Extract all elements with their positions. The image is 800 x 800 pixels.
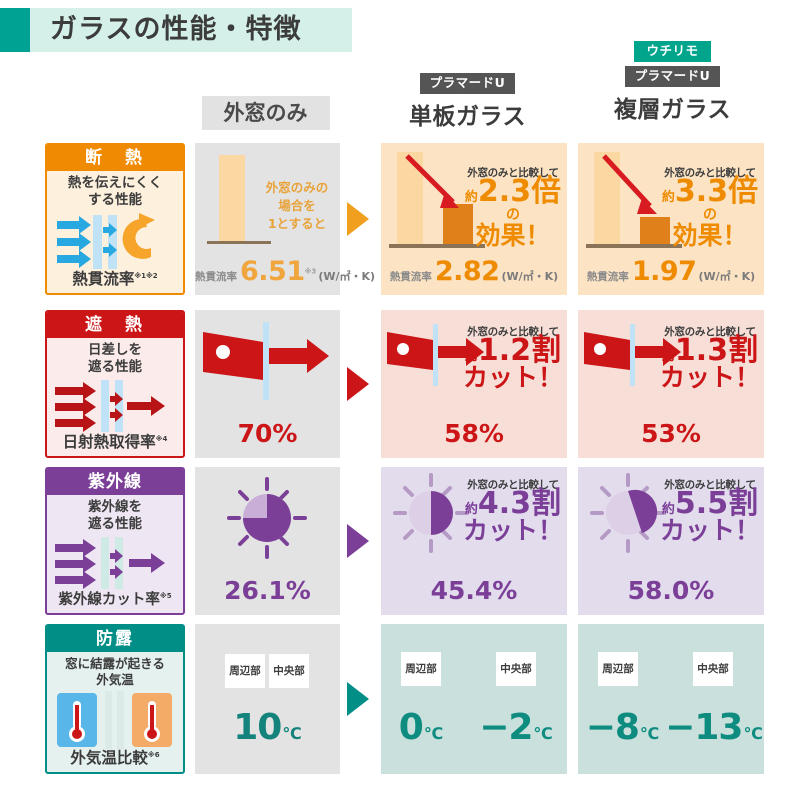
row-label-uv-head: 紫外線	[47, 469, 183, 495]
compare-label-shading-double: 外窓のみと比較して	[664, 326, 756, 338]
row-label-uv-desc-2: 遮る性能	[88, 515, 142, 532]
effect-insulation-double: 約3.3倍の 効果！	[661, 174, 759, 251]
row-label-dew-desc-2: 外気温	[96, 671, 134, 687]
pct-shading-single: 58%	[444, 419, 504, 448]
title-text: ガラスの性能・特徴	[50, 14, 302, 45]
effect-insulation-single: 約2.3倍の 効果！	[464, 174, 562, 251]
solar-heat-icon	[47, 378, 183, 440]
temp-center-double: −13℃	[665, 707, 763, 748]
title-background	[30, 8, 352, 52]
column-header-single-label: 単板ガラス	[408, 103, 527, 130]
row-label-uv-desc-1: 紫外線を	[88, 499, 142, 515]
column-tag-pramado-u-double: プラマードU	[624, 65, 721, 87]
effect-shading-single: 約1.2割 カット！	[462, 333, 563, 393]
pct-shading-double: 53%	[641, 419, 701, 448]
compare-label-shading-single: 外窓のみと比較して	[467, 326, 559, 338]
cell-insulation-outer-only: 外窓のみの 場合を 1とすると 熱貫流率 6.51※3 (W/㎡・K)	[195, 143, 376, 295]
temp-edge-single: 0℃	[398, 707, 444, 748]
page-title: ガラスの性能・特徴	[0, 8, 352, 52]
uv-block-icon	[47, 535, 183, 597]
row-label-insulation: 断 熱 熱を伝えにくく する性能 熱貫流率※1※2	[45, 143, 185, 295]
chip-edge-outer-only: 周辺部	[225, 654, 265, 688]
compare-label-uv-single: 外窓のみと比較して	[467, 479, 559, 491]
chip-center-outer-only: 中央部	[269, 654, 309, 688]
arrow-uv	[347, 524, 369, 558]
cell-dew-outer-only: 周辺部 中央部 10℃	[195, 624, 340, 774]
row-label-shading-desc-2: 遮る性能	[88, 358, 142, 375]
row-label-insulation-head: 断 熱	[47, 145, 183, 171]
cell-dew-double: 周辺部 中央部 −8℃ −13℃	[578, 624, 764, 774]
column-header-outer-only: 外窓のみ	[193, 96, 338, 131]
effect-uv-single: 約4.3割 カット！	[462, 486, 563, 546]
pct-uv-single: 45.4%	[430, 576, 518, 605]
compare-label-insulation-double: 外窓のみと比較して	[664, 167, 756, 179]
column-header-double-label: 複層ガラス	[613, 96, 732, 123]
chip-center-double: 中央部	[693, 652, 733, 686]
row-label-dew-foot: 外気温比較※6	[70, 749, 160, 767]
effect-uv-double: 約5.5割 カット！	[659, 486, 760, 546]
row-label-shading-desc-1: 日差しを	[88, 342, 142, 358]
cell-shading-single: 外窓のみと比較して 約1.2割 カット！ 58%	[381, 310, 567, 458]
cell-uv-double: 外窓のみと比較して 約5.5割 カット！ 58.0%	[578, 467, 764, 615]
temp-edge-double: −8℃	[585, 707, 660, 748]
metric-insulation-double: 熱貫流率 1.97 (W/㎡・K)	[586, 256, 756, 287]
cell-insulation-single: 外窓のみと比較して 約2.3倍の 効果！ 熱貫流率 2.82 (W/㎡・K)	[381, 143, 567, 295]
row-label-insulation-desc-2: する性能	[88, 191, 142, 208]
cell-uv-single: 外窓のみと比較して 約4.3割 カット！ 45.4%	[381, 467, 567, 615]
row-label-shading: 遮 熱 日差しを 遮る性能 日射熱取得率※4	[45, 310, 185, 458]
pct-shading-outer-only: 70%	[237, 419, 298, 448]
row-label-shading-foot: 日射熱取得率※4	[62, 433, 168, 451]
pct-uv-double: 58.0%	[627, 576, 715, 605]
cell-shading-outer-only: 70%	[195, 310, 340, 458]
pct-uv-outer-only: 26.1%	[224, 576, 311, 605]
cell-uv-outer-only: 26.1%	[195, 467, 340, 615]
column-header-outer-only-label: 外窓のみ	[201, 96, 330, 131]
cell-dew-single: 周辺部 中央部 0℃ −2℃	[381, 624, 567, 774]
column-header-single: プラマードU 単板ガラス	[370, 72, 565, 131]
row-label-uv-foot: 紫外線カット率※5	[58, 592, 172, 608]
arrow-dew	[347, 682, 369, 716]
row-label-uv: 紫外線 紫外線を 遮る性能 紫外線カット率※5	[45, 467, 185, 615]
chip-center-single: 中央部	[496, 652, 536, 686]
temp-center-single: −2℃	[479, 707, 553, 748]
row-label-insulation-desc-1: 熱を伝えにくく	[67, 175, 163, 191]
cell-shading-double: 外窓のみと比較して 約1.3割 カット！ 53%	[578, 310, 764, 458]
chip-edge-double: 周辺部	[598, 652, 638, 686]
row-label-shading-head: 遮 熱	[47, 312, 183, 338]
row-label-dew: 防露 窓に結露が起きる 外気温	[45, 624, 185, 774]
chip-edge-single: 周辺部	[401, 652, 441, 686]
column-tag-uchirimo: ウチリモ	[634, 41, 711, 62]
title-accent-bar	[0, 8, 30, 52]
thermometer-icon	[47, 689, 183, 753]
baseline-note: 外窓のみの 場合を 1とすると	[265, 180, 329, 232]
metric-insulation-single: 熱貫流率 2.82 (W/㎡・K)	[389, 256, 559, 287]
row-label-insulation-foot: 熱貫流率※1※2	[72, 270, 158, 288]
compare-label-insulation-single: 外窓のみと比較して	[467, 167, 559, 179]
column-header-double: ウチリモ プラマードU 複層ガラス	[575, 40, 770, 124]
metric-insulation-outer-only: 熱貫流率 6.51※3 (W/㎡・K)	[195, 256, 376, 287]
column-tag-pramado-u-single: プラマードU	[419, 73, 516, 94]
arrow-shading	[347, 367, 369, 401]
row-label-dew-desc-1: 窓に結露が起きる	[65, 656, 165, 671]
heat-flow-icon	[47, 211, 183, 273]
compare-label-uv-double: 外窓のみと比較して	[664, 479, 756, 491]
effect-shading-double: 約1.3割 カット！	[659, 333, 760, 393]
cell-insulation-double: 外窓のみと比較して 約3.3倍の 効果！ 熱貫流率 1.97 (W/㎡・K)	[578, 143, 764, 295]
temp-outer-only: 10℃	[233, 707, 302, 748]
arrow-insulation	[347, 202, 369, 236]
row-label-dew-head: 防露	[47, 626, 183, 652]
